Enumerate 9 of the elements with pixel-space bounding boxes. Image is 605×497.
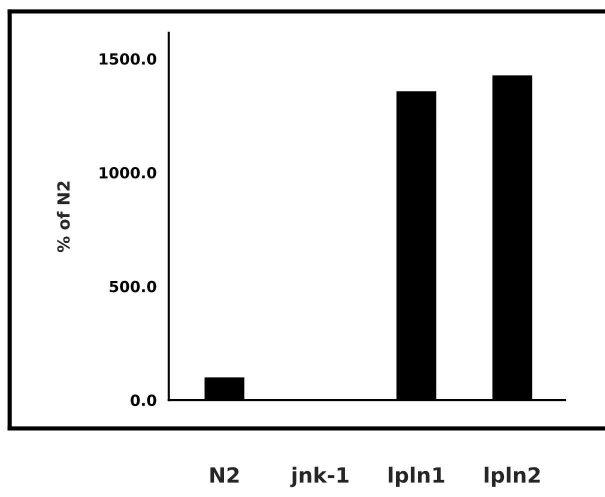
x-tick-label: lpln1 <box>388 466 444 487</box>
y-tick-label: 1000.0 <box>100 166 156 179</box>
y-tick-label: 500.0 <box>110 280 156 292</box>
y-axis-title: % of N2 <box>56 182 70 252</box>
y-tick-label: 0.0 <box>130 394 156 406</box>
y-tick-label: 1500.0 <box>100 53 156 65</box>
x-tick-label: jnk-1 <box>290 466 348 488</box>
x-tick-label: N2 <box>210 467 239 483</box>
x-tick-label: lpln2 <box>484 466 540 487</box>
